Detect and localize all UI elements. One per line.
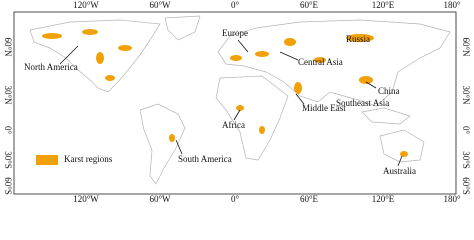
leader-lines — [59, 39, 403, 167]
legend-label: Karst regions — [64, 154, 113, 164]
lat-label-left: 30°N — [3, 85, 13, 105]
karst-area — [259, 126, 265, 134]
australia — [379, 129, 425, 163]
karst-map: Karst regions 120°W 120°W 60°W 60°W 0° 0° 60°E… — [3, 0, 471, 204]
karst-area — [346, 34, 374, 42]
region-label: Africa — [222, 120, 245, 130]
lon-label-bottom: 0° — [231, 194, 240, 204]
region-label: Central Asia — [298, 57, 343, 67]
lat-label-left: 30°S — [3, 151, 13, 169]
lon-label-top: 120°W — [73, 0, 99, 10]
region-label: North America — [24, 62, 78, 72]
lat-label-left: 60°N — [3, 37, 13, 57]
lat-label-right: 60°S — [461, 177, 471, 195]
lat-label-right: 60°N — [461, 37, 471, 57]
lat-label-right: 30°N — [461, 85, 471, 105]
leader-line — [237, 39, 249, 53]
leader-line — [59, 45, 79, 65]
leader-line — [233, 109, 241, 121]
region-label: Europe — [222, 28, 248, 38]
lat-label-left: 60°S — [3, 177, 13, 195]
region-label: Southeast Asia — [336, 98, 389, 108]
region-label: South America — [178, 154, 232, 164]
lon-label-bottom: 60°E — [300, 194, 319, 204]
lon-label-bottom: 120°E — [372, 194, 395, 204]
karst-areas — [42, 29, 408, 157]
eurasia — [217, 19, 451, 107]
karst-area — [284, 38, 296, 46]
region-label: Australia — [383, 166, 416, 176]
leader-line — [397, 155, 403, 167]
leader-line — [279, 51, 299, 61]
region-label: Middle East — [302, 103, 346, 113]
southeast-asia-islands — [361, 107, 411, 125]
karst-area — [294, 82, 302, 94]
south-america — [139, 103, 186, 185]
legend-swatch — [36, 155, 58, 165]
karst-area — [236, 105, 244, 111]
karst-area — [118, 45, 132, 51]
lon-label-bottom: 60°W — [149, 194, 171, 204]
karst-area — [400, 151, 408, 157]
lon-label-top: 60°W — [149, 0, 171, 10]
karst-area — [359, 76, 373, 84]
karst-area — [82, 29, 98, 35]
north-america — [29, 19, 161, 93]
lat-label-right: 0° — [461, 126, 471, 135]
region-label: Russia — [346, 34, 370, 44]
lon-label-top: 0° — [231, 0, 240, 10]
lon-label-top: 60°E — [300, 0, 319, 10]
region-label: China — [378, 86, 400, 96]
lon-label-bottom: 180° — [443, 194, 461, 204]
karst-area — [255, 51, 269, 57]
karst-area — [105, 75, 115, 81]
karst-area — [169, 134, 175, 142]
karst-area — [314, 57, 326, 63]
karst-area — [230, 55, 242, 61]
continents — [29, 15, 451, 185]
greenland — [164, 15, 201, 41]
lon-label-top: 120°E — [372, 0, 395, 10]
leader-line — [295, 93, 305, 105]
lat-label-right: 30°S — [461, 151, 471, 169]
karst-area — [42, 33, 62, 39]
lon-label-bottom: 120°W — [73, 194, 99, 204]
leader-line — [365, 81, 377, 89]
africa — [215, 75, 289, 161]
karst-area — [96, 52, 104, 64]
leader-line — [175, 139, 183, 155]
lat-label-left: 0° — [3, 126, 13, 135]
lon-label-top: 180° — [443, 0, 461, 10]
